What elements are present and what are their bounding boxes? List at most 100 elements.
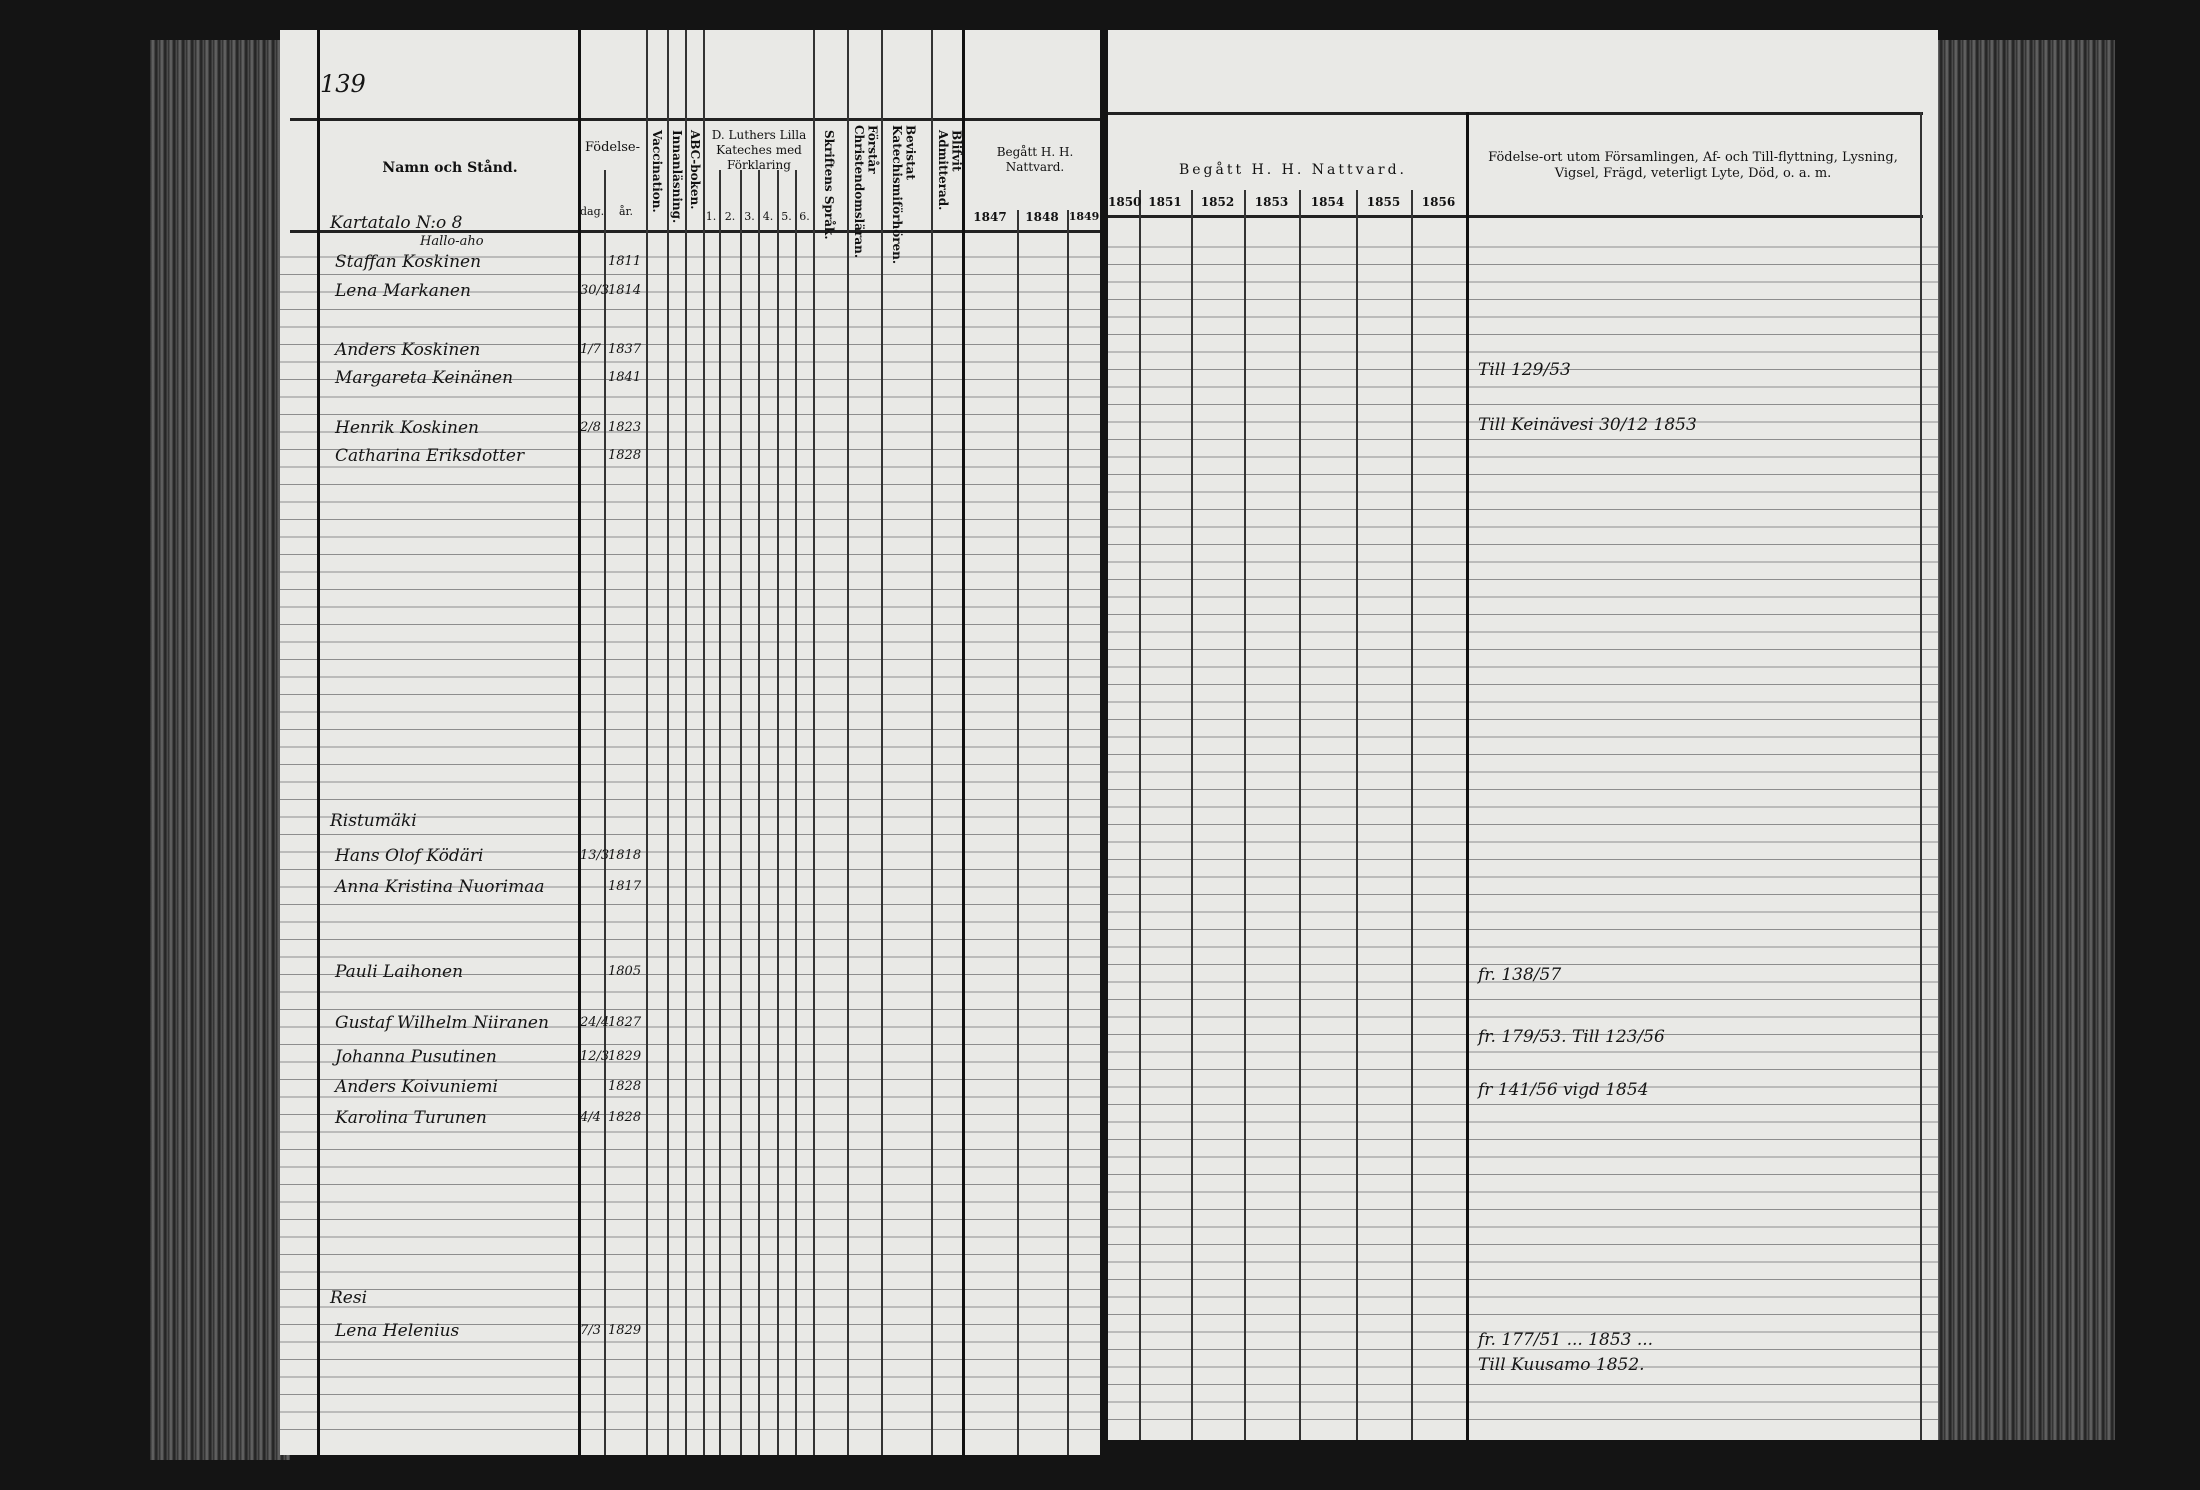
entry-birth-year: 1823 [608, 420, 642, 435]
entry-birth-year: 1814 [608, 283, 642, 298]
catechism-part: 3. [744, 210, 755, 223]
header-vaccination: Vaccination. [650, 130, 665, 213]
entry-birth-day: 2/8 [580, 420, 601, 435]
entry-name: Pauli Laihonen [335, 962, 464, 982]
col-line [777, 170, 779, 1455]
header-communion: Begått H. H. Nattvard. [1178, 162, 1407, 178]
remark-note: Till 129/53 [1478, 360, 1571, 380]
header-birth-year: år. [618, 205, 634, 218]
page-number: 139 [320, 70, 366, 98]
entry-name: Johanna Pusutinen [335, 1047, 497, 1067]
entry-birth-year: 1828 [608, 448, 642, 463]
year-1851: 1851 [1148, 195, 1182, 209]
entry-birth-day: 12/3 [580, 1049, 610, 1064]
header-bottom-rule [290, 230, 1100, 233]
year-1850: 1850 [1108, 195, 1142, 209]
header-admitted: Blifvit Admitterad. [936, 130, 964, 211]
entry-name: Hallo-aho [420, 234, 484, 249]
entry-birth-year: 1829 [608, 1049, 642, 1064]
col-line [1067, 210, 1069, 1455]
entry-birth-year: 1805 [608, 964, 642, 979]
left-page: 139 Namn och Stånd. Födelse- dag. år. Va… [280, 30, 1100, 1455]
col-line [1466, 112, 1469, 1440]
header-bottom-rule [1108, 215, 1923, 218]
header-birth-day: dag. [580, 205, 605, 218]
header-catechism: D. Luthers Lilla Kateches med Förklaring [711, 128, 807, 172]
col-line [703, 30, 705, 1455]
entry-birth-day: 7/3 [580, 1323, 601, 1338]
entry-name: Hans Olof Ködäri [335, 846, 484, 866]
book-edge-left [150, 40, 290, 1460]
year-1853: 1853 [1254, 195, 1289, 209]
catechism-part: 1. [705, 210, 717, 223]
remark-note: Till Keinävesi 30/12 1853 [1478, 415, 1697, 435]
entry-birth-day: 4/4 [580, 1110, 601, 1125]
col-line [1356, 190, 1358, 1440]
header-scripture: Skriftens Språk. [822, 130, 837, 240]
catechism-part: 4. [762, 210, 774, 223]
header-reading: Innanläsning. [670, 130, 685, 224]
header-top-rule [1108, 112, 1923, 115]
year-1847: 1847 [973, 210, 1007, 224]
remark-note: fr. 177/51 ... 1853 ... [1478, 1330, 1654, 1350]
entry-birth-year: 1828 [608, 1079, 642, 1094]
year-1856: 1856 [1421, 195, 1456, 209]
remark-note: Till Kuusamo 1852. [1478, 1355, 1645, 1375]
col-line [1244, 190, 1246, 1440]
entry-birth-year: 1837 [608, 342, 642, 357]
col-line [604, 170, 606, 1455]
entry-name: Gustaf Wilhelm Niiranen [335, 1013, 549, 1033]
col-line [685, 30, 687, 1455]
year-1854: 1854 [1310, 195, 1345, 209]
col-line [1299, 190, 1301, 1440]
col-line [1411, 190, 1413, 1440]
entry-birth-year: 1828 [608, 1110, 642, 1125]
header-christian-doctrine: Förstår Christendomsläran. [852, 125, 880, 258]
header-name: Namn och Stånd. [382, 160, 518, 176]
year-1855: 1855 [1366, 195, 1401, 209]
book-edge-right [1935, 40, 2115, 1440]
col-line [719, 170, 721, 1455]
entry-name: Anders Koskinen [335, 340, 481, 360]
entry-birth-year: 1818 [608, 848, 642, 863]
entry-birth-day: 13/3 [580, 848, 610, 863]
entry-birth-year: 1829 [608, 1323, 642, 1338]
header-birth: Födelse- [584, 140, 641, 155]
entry-name: Karolina Turunen [335, 1108, 487, 1128]
year-1848: 1848 [1025, 210, 1059, 224]
right-page: Begått H. H. Nattvard. 1850 1851 1852 1853 1… [1108, 30, 1938, 1440]
year-1849: 1849 [1068, 210, 1100, 223]
col-line [1017, 210, 1019, 1455]
year-1852: 1852 [1200, 195, 1235, 209]
header-catechism-hearing: Bevistat Katechismiförhören. [890, 125, 918, 265]
entry-name: Ristumäki [330, 811, 417, 831]
right-border [1920, 112, 1922, 1440]
entry-birth-day: 30/3 [580, 283, 610, 298]
col-line [578, 30, 581, 1455]
col-line [881, 30, 883, 1455]
entry-name: Resi [330, 1288, 368, 1308]
entry-birth-year: 1811 [608, 254, 642, 269]
header-top-rule [290, 118, 1100, 121]
entry-name: Henrik Koskinen [335, 418, 480, 438]
entry-birth-year: 1827 [608, 1015, 642, 1030]
entry-name: Anders Koivuniemi [335, 1077, 498, 1097]
col-line [962, 30, 965, 1455]
col-line [667, 30, 669, 1455]
col-line [740, 170, 742, 1455]
header-communion: Begått H. H. Nattvard. [996, 145, 1074, 174]
entry-name: Kartatalo N:o 8 [330, 213, 463, 233]
entry-birth-day: 24/4 [580, 1015, 610, 1030]
catechism-part: 6. [799, 210, 810, 223]
header-remarks: Födelse-ort utom Församlingen, Af- och T… [1488, 150, 1898, 182]
catechism-part: 5. [781, 210, 792, 223]
catechism-part: 2. [724, 210, 736, 223]
entry-birth-year: 1841 [608, 370, 642, 385]
col-line [847, 30, 849, 1455]
entry-name: Catharina Eriksdotter [335, 446, 525, 466]
ruled-lines [1108, 230, 1938, 1420]
entry-name: Lena Helenius [335, 1321, 460, 1341]
header-abc: ABC-boken. [688, 130, 703, 210]
col-line [1191, 190, 1193, 1440]
entry-name: Anna Kristina Nuorimaa [335, 877, 545, 897]
